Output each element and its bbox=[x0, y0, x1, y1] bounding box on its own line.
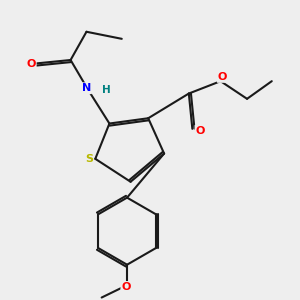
Text: S: S bbox=[85, 154, 93, 164]
Text: O: O bbox=[195, 126, 205, 136]
Text: N: N bbox=[82, 83, 91, 93]
Text: O: O bbox=[218, 72, 227, 82]
Text: O: O bbox=[26, 58, 36, 68]
Text: H: H bbox=[102, 85, 111, 95]
Text: O: O bbox=[121, 282, 131, 292]
